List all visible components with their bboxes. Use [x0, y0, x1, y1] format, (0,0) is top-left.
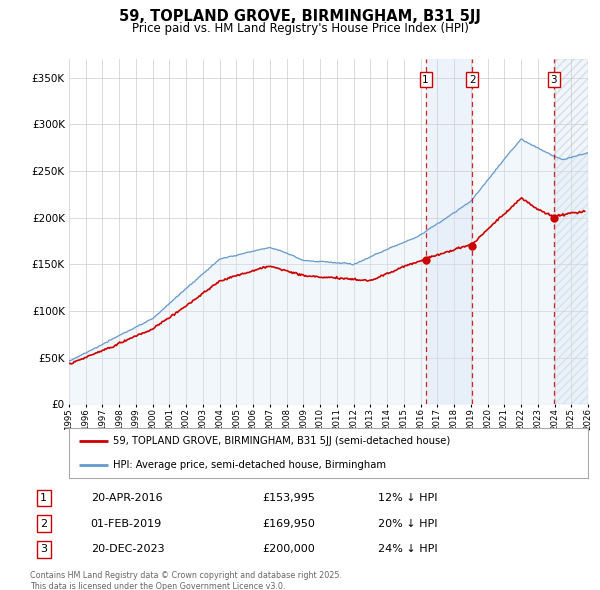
Text: 59, TOPLAND GROVE, BIRMINGHAM, B31 5JJ (semi-detached house): 59, TOPLAND GROVE, BIRMINGHAM, B31 5JJ (… — [113, 436, 451, 446]
Text: 1: 1 — [40, 493, 47, 503]
Text: Price paid vs. HM Land Registry's House Price Index (HPI): Price paid vs. HM Land Registry's House … — [131, 22, 469, 35]
Text: HPI: Average price, semi-detached house, Birmingham: HPI: Average price, semi-detached house,… — [113, 460, 386, 470]
Text: Contains HM Land Registry data © Crown copyright and database right 2025.
This d: Contains HM Land Registry data © Crown c… — [30, 571, 342, 590]
Text: 20% ↓ HPI: 20% ↓ HPI — [378, 519, 437, 529]
Text: 3: 3 — [40, 545, 47, 554]
Text: 12% ↓ HPI: 12% ↓ HPI — [378, 493, 437, 503]
Bar — [554, 59, 588, 404]
Bar — [554, 59, 588, 404]
Text: 59, TOPLAND GROVE, BIRMINGHAM, B31 5JJ: 59, TOPLAND GROVE, BIRMINGHAM, B31 5JJ — [119, 9, 481, 24]
Text: 20-DEC-2023: 20-DEC-2023 — [91, 545, 164, 554]
Text: £153,995: £153,995 — [262, 493, 315, 503]
Bar — [425, 59, 472, 404]
Text: 2: 2 — [40, 519, 47, 529]
Text: 24% ↓ HPI: 24% ↓ HPI — [378, 545, 437, 554]
Text: £200,000: £200,000 — [262, 545, 314, 554]
Text: £169,950: £169,950 — [262, 519, 315, 529]
Text: 01-FEB-2019: 01-FEB-2019 — [91, 519, 162, 529]
Text: 2: 2 — [469, 74, 475, 84]
Text: 1: 1 — [422, 74, 429, 84]
Text: 20-APR-2016: 20-APR-2016 — [91, 493, 163, 503]
Text: 3: 3 — [551, 74, 557, 84]
